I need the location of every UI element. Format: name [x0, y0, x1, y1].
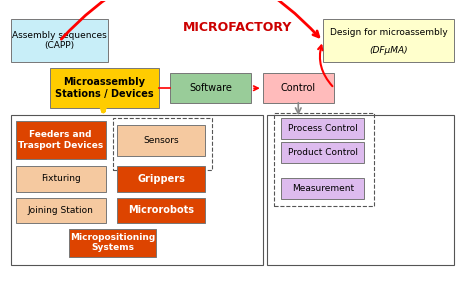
Bar — [117, 125, 205, 156]
Bar — [281, 118, 364, 139]
FancyArrowPatch shape — [61, 0, 319, 39]
Text: Microassembly
Stations / Devices: Microassembly Stations / Devices — [55, 77, 154, 99]
Bar — [11, 19, 108, 62]
Bar — [15, 198, 106, 223]
FancyArrowPatch shape — [254, 86, 258, 90]
Bar — [113, 118, 212, 170]
Text: Grippers: Grippers — [137, 174, 185, 184]
Bar — [267, 115, 454, 265]
Text: Control: Control — [281, 83, 316, 93]
Bar — [15, 121, 106, 159]
Text: Software: Software — [189, 83, 232, 93]
Bar — [281, 178, 364, 199]
Text: MICROFACTORY: MICROFACTORY — [182, 21, 292, 34]
Text: Design for microassembly: Design for microassembly — [330, 28, 447, 37]
Text: Measurement: Measurement — [292, 184, 354, 193]
Bar — [170, 73, 251, 103]
Text: Assembly sequences
(CAPP): Assembly sequences (CAPP) — [12, 31, 107, 50]
Bar — [274, 112, 374, 206]
Text: Joining Station: Joining Station — [28, 206, 93, 215]
Bar — [15, 166, 106, 192]
Bar — [281, 142, 364, 163]
Bar — [263, 73, 334, 103]
Text: Micropositioning
Systems: Micropositioning Systems — [70, 233, 155, 252]
Bar — [323, 19, 454, 62]
Text: Feeders and
Trasport Devices: Feeders and Trasport Devices — [18, 130, 103, 149]
Bar — [68, 228, 157, 257]
Bar — [50, 68, 159, 108]
Bar — [117, 198, 205, 223]
Bar — [117, 166, 205, 192]
Text: Sensors: Sensors — [143, 136, 179, 145]
Text: Product Control: Product Control — [288, 148, 358, 157]
Text: Microrobots: Microrobots — [128, 205, 194, 216]
FancyArrowPatch shape — [318, 46, 333, 86]
Text: (DFμMA): (DFμMA) — [369, 46, 408, 55]
Bar — [11, 115, 263, 265]
Text: Process Control: Process Control — [288, 124, 358, 133]
Text: Fixturing: Fixturing — [41, 175, 81, 183]
